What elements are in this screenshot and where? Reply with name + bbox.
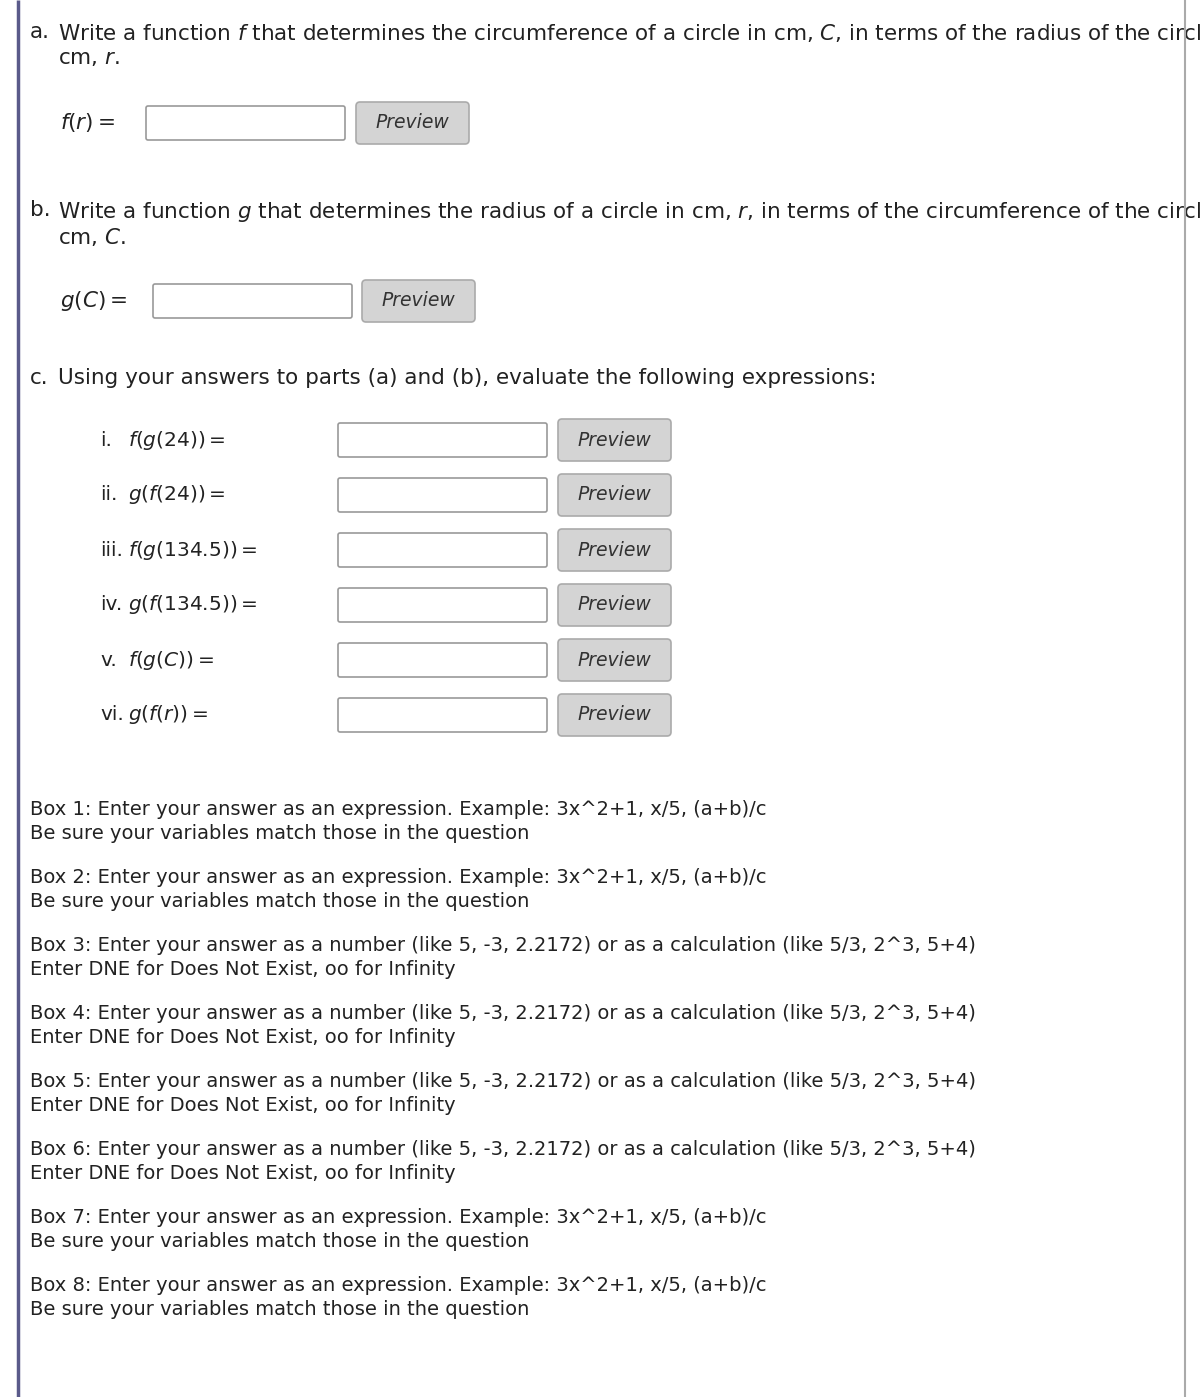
Text: Using your answers to parts (a) and (b), evaluate the following expressions:: Using your answers to parts (a) and (b),… (58, 367, 876, 388)
Text: Box 2: Enter your answer as an expression. Example: 3x^2+1, x/5, (a+b)/c: Box 2: Enter your answer as an expressio… (30, 868, 767, 887)
Text: Box 7: Enter your answer as an expression. Example: 3x^2+1, x/5, (a+b)/c: Box 7: Enter your answer as an expressio… (30, 1208, 767, 1227)
Text: cm, $C$.: cm, $C$. (58, 226, 126, 249)
FancyBboxPatch shape (558, 474, 671, 515)
Text: cm, $r$.: cm, $r$. (58, 47, 120, 68)
Text: $g(f(r)) =$: $g(f(r)) =$ (128, 704, 209, 726)
Text: $g(f(134.5)) =$: $g(f(134.5)) =$ (128, 594, 258, 616)
Text: ii.: ii. (100, 486, 118, 504)
Text: Preview: Preview (376, 113, 449, 133)
Text: Preview: Preview (577, 651, 652, 669)
FancyBboxPatch shape (356, 102, 469, 144)
Text: $f(r) =$: $f(r) =$ (60, 112, 115, 134)
Text: Preview: Preview (577, 541, 652, 560)
FancyBboxPatch shape (154, 284, 352, 319)
FancyBboxPatch shape (558, 529, 671, 571)
FancyBboxPatch shape (558, 694, 671, 736)
Text: Be sure your variables match those in the question: Be sure your variables match those in th… (30, 893, 529, 911)
Text: Preview: Preview (577, 430, 652, 450)
FancyBboxPatch shape (338, 698, 547, 732)
Text: Preview: Preview (577, 486, 652, 504)
Text: $f(g(C)) =$: $f(g(C)) =$ (128, 648, 214, 672)
FancyBboxPatch shape (362, 279, 475, 321)
Text: Write a function $f$ that determines the circumference of a circle in cm, $C$, i: Write a function $f$ that determines the… (58, 22, 1200, 43)
Text: c.: c. (30, 367, 49, 388)
Text: iii.: iii. (100, 541, 122, 560)
Text: $g(C) =$: $g(C) =$ (60, 289, 127, 313)
Text: $f(g(24)) =$: $f(g(24)) =$ (128, 429, 226, 451)
Text: Box 3: Enter your answer as a number (like 5, -3, 2.2172) or as a calculation (l: Box 3: Enter your answer as a number (li… (30, 936, 976, 956)
Text: $f(g(134.5)) =$: $f(g(134.5)) =$ (128, 538, 258, 562)
Text: Preview: Preview (577, 595, 652, 615)
Text: a.: a. (30, 22, 50, 42)
Text: Be sure your variables match those in the question: Be sure your variables match those in th… (30, 824, 529, 842)
Text: Enter DNE for Does Not Exist, oo for Infinity: Enter DNE for Does Not Exist, oo for Inf… (30, 960, 456, 979)
FancyBboxPatch shape (338, 478, 547, 511)
FancyBboxPatch shape (338, 643, 547, 678)
FancyBboxPatch shape (558, 638, 671, 680)
Text: Box 5: Enter your answer as a number (like 5, -3, 2.2172) or as a calculation (l: Box 5: Enter your answer as a number (li… (30, 1071, 976, 1091)
Text: i.: i. (100, 430, 112, 450)
Text: Write a function $g$ that determines the radius of a circle in cm, $r$, in terms: Write a function $g$ that determines the… (58, 200, 1200, 224)
Text: Enter DNE for Does Not Exist, oo for Infinity: Enter DNE for Does Not Exist, oo for Inf… (30, 1097, 456, 1115)
Text: iv.: iv. (100, 595, 122, 615)
Text: Box 6: Enter your answer as a number (like 5, -3, 2.2172) or as a calculation (l: Box 6: Enter your answer as a number (li… (30, 1140, 976, 1160)
Text: vi.: vi. (100, 705, 124, 725)
Text: Be sure your variables match those in the question: Be sure your variables match those in th… (30, 1301, 529, 1319)
Text: Box 1: Enter your answer as an expression. Example: 3x^2+1, x/5, (a+b)/c: Box 1: Enter your answer as an expressio… (30, 800, 767, 819)
FancyBboxPatch shape (146, 106, 346, 140)
Text: $g(f(24)) =$: $g(f(24)) =$ (128, 483, 226, 507)
Text: Box 8: Enter your answer as an expression. Example: 3x^2+1, x/5, (a+b)/c: Box 8: Enter your answer as an expressio… (30, 1275, 767, 1295)
Text: Preview: Preview (382, 292, 455, 310)
FancyBboxPatch shape (558, 584, 671, 626)
Text: Be sure your variables match those in the question: Be sure your variables match those in th… (30, 1232, 529, 1250)
Text: Enter DNE for Does Not Exist, oo for Infinity: Enter DNE for Does Not Exist, oo for Inf… (30, 1028, 456, 1046)
FancyBboxPatch shape (338, 534, 547, 567)
Text: b.: b. (30, 200, 50, 219)
Text: Preview: Preview (577, 705, 652, 725)
Text: Box 4: Enter your answer as a number (like 5, -3, 2.2172) or as a calculation (l: Box 4: Enter your answer as a number (li… (30, 1004, 976, 1023)
FancyBboxPatch shape (558, 419, 671, 461)
Text: Enter DNE for Does Not Exist, oo for Infinity: Enter DNE for Does Not Exist, oo for Inf… (30, 1164, 456, 1183)
Text: v.: v. (100, 651, 116, 669)
FancyBboxPatch shape (338, 588, 547, 622)
FancyBboxPatch shape (338, 423, 547, 457)
